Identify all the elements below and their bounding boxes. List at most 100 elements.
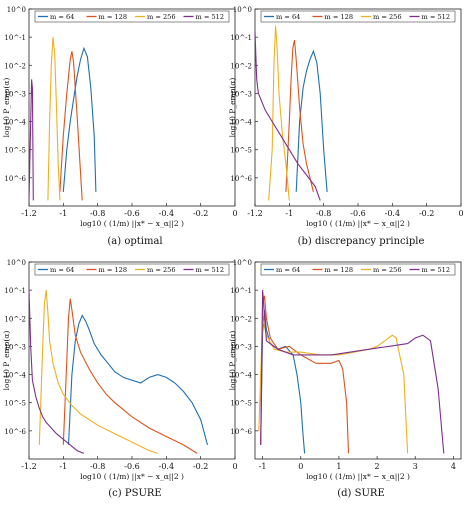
y-tick-label: 10^-5 — [4, 147, 26, 155]
x-tick-label: -0.4 — [385, 209, 400, 218]
x-tick-label: -1.2 — [21, 462, 36, 471]
y-tick-label: 10^0 — [7, 259, 26, 267]
x-tick-label: 0 — [232, 209, 237, 218]
series-line-m64 — [67, 314, 209, 446]
y-tick-label: 10^-3 — [4, 343, 26, 351]
x-axis-label: log10 ( (1/m) ||x* − x_α||2 ) — [80, 472, 184, 481]
series-line-m128 — [62, 298, 198, 454]
axes-box — [28, 8, 236, 207]
y-tick-label: 10^-4 — [230, 119, 252, 127]
subplot-4: -1 0 1 2 3 4 10^0 10^-1 10^-2 10^-3 10^-4 10^-5 10^-… — [228, 259, 462, 481]
x-tick-label: -1.2 — [21, 209, 36, 218]
x-tick-label: 0 — [298, 462, 303, 471]
legend-label: m = 512 — [196, 266, 225, 274]
x-tick-label: 1 — [336, 462, 341, 471]
x-tick-label: -1.2 — [247, 209, 262, 218]
y-tick-label: 10^0 — [233, 259, 252, 267]
y-tick-label: 10^0 — [233, 6, 252, 14]
x-tick-label: -0.8 — [90, 462, 105, 471]
legend-box — [34, 263, 230, 276]
legend-label: m = 128 — [99, 13, 128, 21]
x-axis-label: log10 ( (1/m) ||x* − x_α||2 ) — [306, 219, 410, 228]
legend-label: m = 512 — [196, 13, 225, 21]
y-tick-label: 10^-5 — [230, 147, 252, 155]
axes-box — [254, 261, 462, 460]
y-tick-label: 10^-1 — [4, 34, 26, 42]
caption-c: (c) PSURE — [108, 488, 162, 499]
legend-label: m = 128 — [325, 266, 354, 274]
x-tick-label: -0.8 — [90, 209, 105, 218]
legend-box — [260, 10, 456, 23]
subplot-3: -1.2 -1 -0.8 -0.6 -0.4 -0.2 0 10^0 10^-1 10^-2 10^… — [2, 259, 238, 481]
x-tick-label: -0.2 — [419, 209, 434, 218]
caption-d: (d) SURE — [337, 488, 385, 499]
y-tick-label: 10^-5 — [4, 400, 26, 408]
legend-label: m = 512 — [422, 266, 451, 274]
subplot-1: -1.2 -1 -0.8 -0.6 -0.4 -0.2 0 10^0 10^-1 10^-2 10^… — [2, 6, 238, 228]
legend-box — [260, 263, 456, 276]
legend-label: m = 64 — [276, 266, 300, 274]
subplot-2: -1.2 -1 -0.8 -0.6 -0.4 -0.2 0 10^0 10^-1 10^-2 10^… — [228, 6, 464, 228]
y-tick-label: 10^-2 — [4, 315, 26, 323]
x-tick-label: 3 — [413, 462, 418, 471]
axes-box — [28, 261, 236, 460]
caption-a: (a) optimal — [107, 236, 163, 247]
series-line-m512 — [28, 290, 85, 454]
series-line-m512 — [254, 31, 321, 201]
caption-b: (b) discrepancy principle — [297, 236, 425, 247]
legend-label: m = 128 — [99, 266, 128, 274]
y-tick-label: 10^-3 — [230, 343, 252, 351]
y-tick-label: 10^-4 — [4, 119, 26, 127]
axes-box — [254, 8, 462, 207]
y-axis-label: log10 P_emp(α) — [228, 78, 237, 138]
x-tick-label: -1 — [59, 209, 67, 218]
y-axis-label: log10 P_emp(α) — [2, 78, 11, 138]
x-tick-label: -0.4 — [159, 462, 174, 471]
y-tick-label: 10^-2 — [230, 315, 252, 323]
series-line-m256 — [258, 318, 409, 454]
y-tick-label: 10^-6 — [4, 175, 26, 183]
x-tick-label: -0.4 — [159, 209, 174, 218]
y-tick-label: 10^0 — [7, 6, 26, 14]
series-line-m64 — [62, 46, 97, 192]
x-tick-label: -0.6 — [350, 209, 365, 218]
series-line-m128 — [260, 295, 350, 454]
legend-label: m = 64 — [50, 13, 74, 21]
x-tick-label: -1 — [59, 462, 67, 471]
legend-label: m = 64 — [50, 266, 74, 274]
y-axis-label: log10 P_emp(α) — [2, 331, 11, 391]
y-tick-label: 10^-4 — [4, 372, 26, 380]
y-tick-label: 10^-6 — [230, 428, 252, 436]
y-tick-label: 10^-3 — [230, 90, 252, 98]
legend-label: m = 128 — [325, 13, 354, 21]
x-tick-label: -1 — [285, 209, 293, 218]
series-line-m256 — [38, 290, 158, 454]
legend-label: m = 256 — [373, 13, 402, 21]
x-tick-label: -1 — [259, 462, 267, 471]
y-tick-label: 10^-3 — [4, 90, 26, 98]
series-line-m128 — [285, 39, 314, 193]
x-tick-label: -0.6 — [124, 209, 139, 218]
series-line-m64 — [295, 49, 328, 192]
x-tick-label: -0.8 — [316, 209, 331, 218]
y-axis-label: log10 P_emp(α) — [228, 331, 237, 391]
series-line-m512 — [260, 290, 445, 454]
x-tick-label: -0.2 — [193, 462, 208, 471]
y-tick-label: 10^-4 — [230, 372, 252, 380]
y-tick-label: 10^-1 — [4, 287, 26, 295]
series-line-m64 — [260, 309, 306, 454]
x-tick-label: 0 — [232, 462, 237, 471]
x-tick-label: -0.6 — [124, 462, 139, 471]
y-tick-label: 10^-6 — [4, 428, 26, 436]
x-axis-label: log10 ( (1/m) ||x* − x_α||2 ) — [306, 472, 410, 481]
y-tick-label: 10^-1 — [230, 34, 252, 42]
y-tick-label: 10^-2 — [230, 62, 252, 70]
series-line-m512 — [28, 79, 34, 201]
x-tick-label: 2 — [375, 462, 380, 471]
legend-label: m = 256 — [373, 266, 402, 274]
legend-box — [34, 10, 230, 23]
legend-label: m = 512 — [422, 13, 451, 21]
legend-label: m = 256 — [147, 266, 176, 274]
legend-label: m = 64 — [276, 13, 300, 21]
